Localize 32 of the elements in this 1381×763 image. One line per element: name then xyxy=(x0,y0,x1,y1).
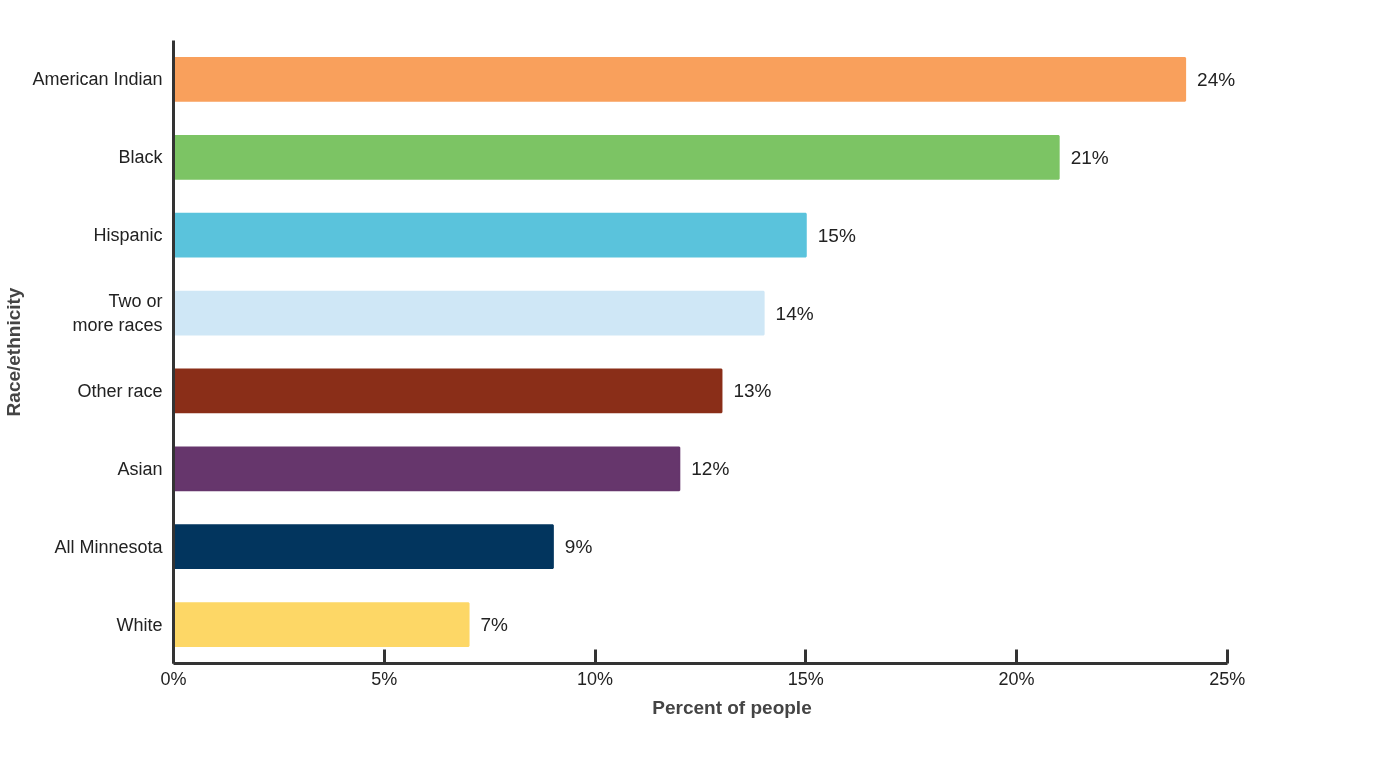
y-axis-title: Race/ethnicity xyxy=(3,287,25,417)
bar xyxy=(173,134,1060,180)
y-tick-label: Black xyxy=(118,147,164,168)
x-tick-label: 0% xyxy=(160,668,187,689)
data-label: 7% xyxy=(480,614,509,636)
data-label: 12% xyxy=(691,458,730,480)
bar xyxy=(173,446,681,492)
data-label: 13% xyxy=(733,380,772,402)
bar xyxy=(173,602,470,647)
bar xyxy=(173,524,554,570)
y-tick-label: American Indian xyxy=(32,69,163,90)
data-label: 9% xyxy=(564,536,593,558)
data-label: 24% xyxy=(1197,68,1236,90)
x-tick-label: 20% xyxy=(998,668,1035,689)
data-label: 21% xyxy=(1070,146,1109,168)
y-tick-label: Other race xyxy=(77,380,163,401)
x-tick-label: 15% xyxy=(787,668,824,689)
x-tick-label: 5% xyxy=(371,668,398,689)
bar xyxy=(173,290,765,336)
bar xyxy=(173,57,1187,102)
bar xyxy=(173,368,723,414)
x-axis-title: Percent of people xyxy=(652,696,812,718)
y-tick-label: All Minnesota xyxy=(54,536,164,557)
bar xyxy=(173,212,807,258)
y-tick-label: White xyxy=(116,614,163,635)
x-tick-label: 25% xyxy=(1209,668,1246,689)
x-tick-label: 10% xyxy=(577,668,614,689)
y-tick-label: Hispanic xyxy=(93,225,163,246)
data-label: 15% xyxy=(817,224,856,246)
data-label: 14% xyxy=(775,302,814,324)
y-tick-label: Two or more races xyxy=(72,291,163,336)
y-tick-label: Asian xyxy=(117,458,163,479)
